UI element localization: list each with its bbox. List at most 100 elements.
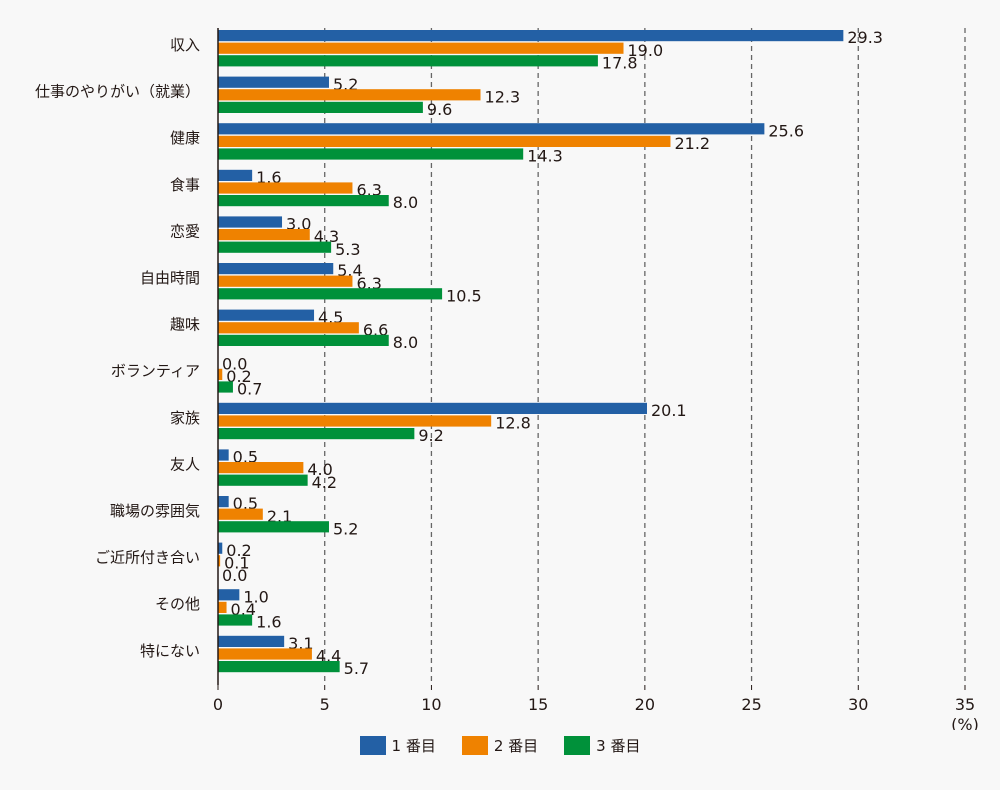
x-tick-label: 35: [955, 695, 975, 714]
legend-item-series-1: 1 番目: [359, 735, 436, 756]
bar-series-1: [218, 76, 329, 88]
value-label: 0.2: [226, 541, 251, 560]
category-label: 趣味: [170, 316, 200, 334]
bar-series-3: [218, 334, 389, 346]
bar-series-2: [218, 322, 359, 334]
value-label: 8.0: [393, 333, 418, 352]
value-label: 5.2: [333, 75, 358, 94]
value-label: 1.0: [243, 587, 268, 606]
x-tick-label: 0: [213, 695, 223, 714]
bar-series-2: [218, 89, 481, 101]
bar-series-3: [218, 521, 329, 533]
value-label: 4.2: [312, 473, 337, 492]
bar-series-2: [218, 415, 492, 427]
value-label: 3.0: [286, 215, 311, 234]
value-label: 0.5: [233, 448, 258, 467]
bar-series-3: [218, 195, 389, 207]
value-label: 21.2: [674, 134, 710, 153]
category-label: 健康: [170, 129, 200, 147]
bar-series-1: [218, 123, 765, 135]
category-label: 仕事のやりがい（就業）: [35, 83, 200, 101]
bar-series-2: [218, 135, 671, 147]
bar-series-3: [218, 661, 340, 673]
category-label: 恋愛: [170, 222, 200, 240]
bar-series-2: [218, 229, 310, 241]
bar-series-2: [218, 601, 227, 613]
x-tick-label: 10: [421, 695, 441, 714]
legend-label-series-1: 1 番目: [391, 737, 436, 755]
bar-series-1: [218, 542, 223, 554]
value-label: 0.1: [224, 553, 249, 572]
category-label: 特にない: [140, 642, 200, 660]
bar-series-3: [218, 381, 233, 393]
value-label: 6.6: [363, 320, 388, 339]
category-label: 職場の雰囲気: [110, 502, 200, 520]
value-label: 0.7: [237, 380, 262, 399]
value-label: 0.0: [222, 354, 247, 373]
legend-swatch-series-3: [564, 736, 591, 755]
value-label: 9.6: [427, 100, 452, 119]
value-label: 0.4: [231, 600, 256, 619]
category-label: ボランティア: [111, 362, 200, 380]
bar-series-3: [218, 474, 308, 486]
x-tick-label: 5: [320, 695, 330, 714]
category-label: 収入: [170, 36, 200, 54]
value-label: 19.0: [628, 41, 664, 60]
bar-series-1: [218, 589, 240, 601]
bar-series-1: [218, 496, 229, 508]
value-label: 5.4: [337, 261, 362, 280]
legend-label-series-2: 2 番目: [493, 737, 539, 755]
x-tick-label: 30: [848, 695, 868, 714]
category-label: 友人: [170, 455, 200, 473]
x-tick-label: 20: [635, 695, 655, 714]
bar-series-3: [218, 101, 423, 113]
legend-item-series-2: 2 番目: [461, 735, 539, 756]
bar-series-3: [218, 55, 598, 67]
value-label: 29.3: [847, 28, 883, 47]
value-label: 0.2: [226, 367, 251, 386]
category-label: 自由時間: [140, 269, 200, 287]
value-label: 14.3: [527, 147, 563, 166]
bar-series-1: [218, 309, 315, 321]
bar-series-1: [218, 263, 334, 275]
bar-chart: 収入 29.3 19.017.8 仕事のやりがい（就業） 5.2 12.3 9.6 健康 25.…: [35, 28, 979, 730]
value-label: 6.3: [356, 181, 381, 200]
bar-series-1: [218, 216, 283, 228]
bar-series-3: [218, 241, 332, 253]
bar-series-2: [218, 275, 353, 287]
bar-series-2: [218, 368, 223, 380]
legend-swatch-series-2: [461, 736, 488, 755]
legend: 1 番目 2 番目 3 番目: [0, 735, 1000, 756]
bar-series-2: [218, 462, 304, 474]
bar-series-2: [218, 555, 221, 567]
value-label: 4.0: [307, 460, 332, 479]
value-label: 2.1: [267, 507, 292, 526]
value-label: 4.4: [316, 647, 341, 666]
value-label: 3.1: [288, 634, 313, 653]
value-label: 5.7: [344, 659, 369, 678]
x-tick-label: 15: [528, 695, 548, 714]
value-label: 17.8: [602, 53, 638, 72]
value-label: 12.3: [485, 87, 521, 106]
unit-label: (%): [951, 715, 979, 730]
category-label: 食事: [170, 176, 200, 194]
value-label: 4.3: [314, 227, 339, 246]
bar-series-1: [218, 169, 253, 181]
legend-item-series-3: 3 番目: [564, 735, 640, 756]
value-label: 5.3: [335, 240, 360, 259]
bar-series-3: [218, 428, 415, 440]
value-label: 8.0: [393, 193, 418, 212]
bar-series-3: [218, 148, 524, 160]
legend-label-series-3: 3 番目: [596, 737, 641, 755]
bar-series-1: [218, 449, 229, 461]
value-label: 9.2: [418, 426, 443, 445]
category-label: ご近所付き合い: [95, 549, 200, 567]
x-tick-label: 25: [741, 695, 761, 714]
bar-series-3: [218, 614, 253, 626]
value-label: 0.5: [233, 494, 258, 513]
value-label: 1.6: [256, 613, 281, 632]
value-label: 10.5: [446, 286, 482, 305]
value-label: 0.0: [222, 566, 247, 585]
value-label: 4.5: [318, 308, 343, 327]
bar-series-1: [218, 30, 844, 42]
